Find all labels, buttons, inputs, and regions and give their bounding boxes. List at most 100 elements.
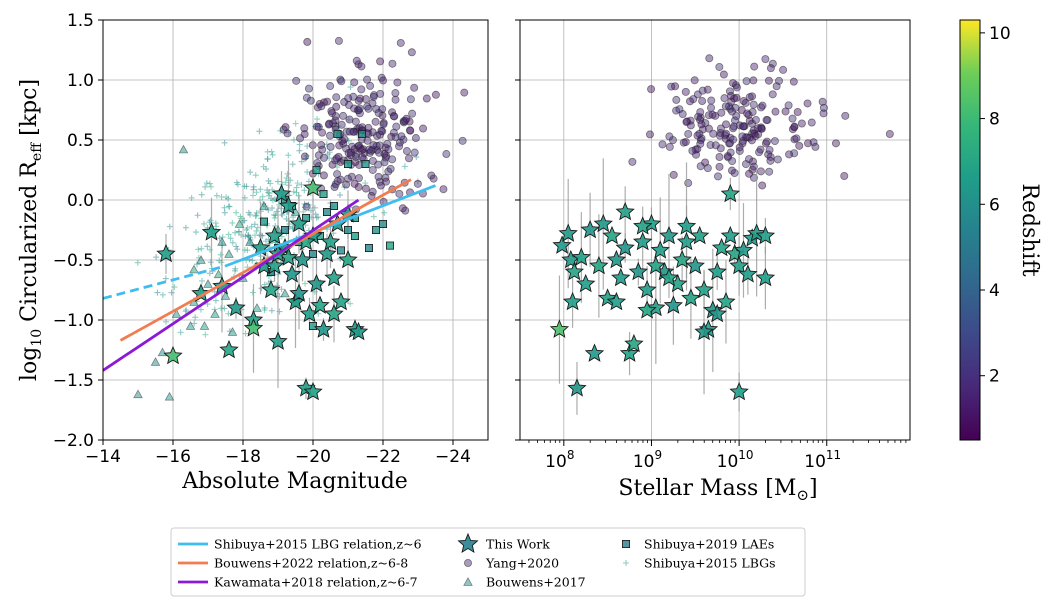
this-work-point bbox=[716, 291, 736, 311]
shibuya2015-lbg-point bbox=[401, 163, 408, 170]
yang2020-point bbox=[318, 145, 327, 154]
yang2020-point bbox=[773, 155, 782, 164]
bouwens2017-point bbox=[178, 144, 189, 154]
shibuya2015-lbg-point bbox=[182, 308, 189, 315]
yang2020-point bbox=[772, 82, 781, 91]
left-ticks: −14 −16 −18 −20 −22 −24 −2.0 −1.5 −1.0 −0.5 0.0 0.5… bbox=[53, 11, 471, 467]
shibuya2015-lbg-point bbox=[207, 259, 214, 266]
shibuya2015-lbg-point bbox=[241, 183, 248, 190]
this-work-point bbox=[694, 279, 714, 299]
this-work-point bbox=[264, 225, 285, 245]
shibuya2015-lbg-point bbox=[301, 201, 308, 207]
this-work-point bbox=[289, 283, 309, 302]
shibuya2015-lbg-point bbox=[254, 224, 261, 231]
shibuya2019-lae-point bbox=[322, 207, 331, 216]
shibuya2015-lbg-point bbox=[247, 169, 254, 176]
yang2020-point bbox=[732, 111, 741, 120]
yang2020-point bbox=[375, 141, 384, 150]
yang2020-point bbox=[442, 150, 451, 159]
yang2020-point bbox=[347, 172, 356, 181]
shibuya2015-lbg-point bbox=[313, 214, 320, 221]
shibuya2015-lbg-point bbox=[269, 151, 276, 158]
right-x-tick-label: 1010 bbox=[717, 448, 754, 472]
shibuya2015-lbg-point bbox=[212, 297, 219, 304]
yang2020-point bbox=[730, 116, 739, 125]
legend-triangle-icon bbox=[463, 577, 473, 586]
shibuya2015-lbg-point bbox=[294, 180, 301, 187]
yang2020-point bbox=[840, 171, 849, 180]
shibuya2015-lbg-point bbox=[347, 84, 354, 91]
yang2020-point bbox=[688, 146, 697, 155]
right-x-tick-label: 1011 bbox=[804, 448, 841, 472]
yang2020-point bbox=[750, 62, 759, 71]
right-grid bbox=[520, 19, 910, 441]
shibuya2015-lbg-point bbox=[252, 213, 259, 220]
yang2020-point bbox=[368, 165, 377, 174]
yang2020-point bbox=[771, 107, 780, 116]
shibuya2015-lbg-point bbox=[250, 192, 257, 199]
legend-item: Shibuya+2015 LBGs bbox=[623, 556, 776, 571]
bouwens2017-point bbox=[150, 357, 161, 366]
bouwens2017-point bbox=[234, 219, 245, 228]
shibuya2019-lae-point bbox=[361, 159, 370, 168]
left-y-tick-label: 1.5 bbox=[67, 11, 94, 31]
yang2020-point bbox=[326, 142, 335, 151]
this-work-point bbox=[310, 295, 330, 314]
yang2020-point bbox=[720, 94, 729, 103]
left-panel: −14 −16 −18 −20 −22 −24 −2.0 −1.5 −1.0 −0.5 0.0 0.5… bbox=[17, 11, 489, 494]
shibuya2015-lbg-point bbox=[253, 212, 260, 219]
shibuya2015-lbg-point bbox=[252, 172, 259, 179]
this-work-point bbox=[650, 240, 670, 259]
yang2020-point bbox=[371, 117, 380, 126]
legend-star-icon bbox=[457, 532, 479, 554]
yang2020-point bbox=[352, 56, 361, 65]
shibuya2019-lae-point bbox=[357, 129, 366, 138]
this-work-point bbox=[646, 255, 666, 275]
yang2020-point bbox=[346, 151, 355, 160]
shibuya2015-lbg-point bbox=[341, 183, 348, 190]
this-work-point bbox=[303, 381, 323, 401]
yang2020-point bbox=[684, 179, 693, 188]
shibuya2015-lbg-point bbox=[267, 180, 274, 187]
legend-label: Yang+2020 bbox=[485, 556, 559, 571]
yang2020-point bbox=[319, 171, 328, 180]
yang2020-point bbox=[367, 146, 376, 155]
yang2020-point bbox=[355, 104, 364, 113]
shibuya2015-lbg-point bbox=[257, 186, 264, 193]
shibuya2015-lbg-point bbox=[249, 289, 256, 296]
yang2020-point bbox=[672, 95, 681, 104]
yang2020-point bbox=[306, 96, 315, 105]
this-work-point bbox=[619, 343, 640, 362]
yang2020-point bbox=[357, 62, 366, 71]
shibuya2015-lbg-point bbox=[265, 207, 272, 214]
yang2020-point bbox=[696, 108, 705, 117]
legend-label: Shibuya+2019 LAEs bbox=[644, 537, 774, 552]
yang2020-point bbox=[398, 204, 407, 213]
yang2020-point bbox=[686, 97, 695, 106]
shibuya2019-lae-point bbox=[336, 246, 345, 255]
yang2020-point bbox=[727, 166, 736, 175]
this-work-point bbox=[694, 321, 714, 341]
shibuya2015-lbg-point bbox=[233, 209, 240, 216]
this-work-point bbox=[707, 303, 727, 323]
shibuya2015-lbg-point bbox=[202, 331, 209, 338]
yang2020-point bbox=[749, 100, 758, 109]
shibuya2015-lbg-point bbox=[163, 318, 170, 325]
this-work-point bbox=[338, 249, 358, 269]
yang2020-point bbox=[313, 159, 322, 168]
relation-line-2 bbox=[103, 198, 360, 372]
bouwens2017-point bbox=[259, 201, 269, 210]
yang2020-point bbox=[332, 102, 341, 111]
shibuya2015-lbg-point bbox=[296, 147, 303, 154]
shibuya2015-lbg-point bbox=[232, 267, 239, 274]
yang2020-point bbox=[749, 76, 758, 85]
shibuya2015-lbg-point bbox=[304, 169, 311, 176]
yang2020-point bbox=[671, 82, 680, 91]
yang2020-point bbox=[682, 118, 691, 127]
yang2020-point bbox=[369, 92, 378, 101]
shibuya2015-lbg-point bbox=[213, 192, 220, 199]
yang2020-point bbox=[789, 77, 798, 86]
bouwens2017-point bbox=[280, 288, 290, 298]
yang2020-point bbox=[376, 89, 385, 98]
yang2020-point bbox=[324, 120, 333, 129]
